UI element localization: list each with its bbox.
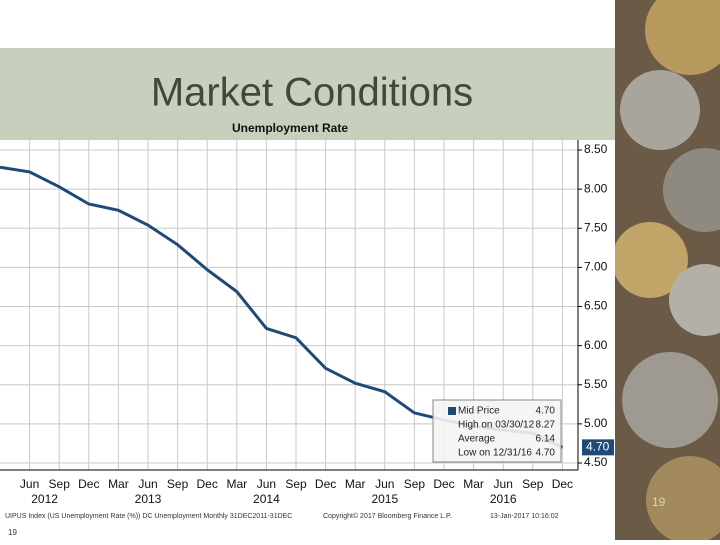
- coins-photo: [612, 0, 720, 544]
- x-year-label: 2015: [371, 492, 398, 506]
- legend-swatch: [448, 407, 456, 415]
- y-tick-label: 6.50: [584, 299, 608, 313]
- slide-title: Market Conditions: [151, 71, 473, 115]
- plot-background: [0, 140, 615, 522]
- legend-label: Average: [458, 434, 496, 445]
- footer-text: UIPUS Index (US Unemployment Rate (%)) D…: [5, 513, 292, 520]
- footer-text: 13-Jan-2017 10:16:02: [490, 513, 559, 520]
- watermark-number: 19: [652, 495, 666, 509]
- last-value-tag: [582, 439, 614, 456]
- x-tick-label: Mar: [463, 477, 484, 491]
- legend-value: 4.70: [536, 448, 556, 459]
- chart: 4.50 5.00 5.50 6.00 6.50 7.00 7.50 8.00 8.50 Jun S…: [0, 140, 614, 520]
- footer-text: Copyright© 2017 Bloomberg Finance L.P.: [323, 512, 452, 520]
- legend-value: 8.27: [536, 420, 556, 431]
- y-tick-label: 8.50: [584, 142, 608, 156]
- x-tick-label: Sep: [522, 477, 544, 491]
- x-tick-label: Jun: [494, 477, 513, 491]
- x-tick-label: Sep: [167, 477, 189, 491]
- chart-title: Unemployment Rate: [232, 121, 348, 135]
- y-tick-label: 4.50: [584, 455, 608, 469]
- x-tick-label: Jun: [20, 477, 39, 491]
- y-tick-label: 7.50: [584, 220, 608, 234]
- slide-number: 19: [8, 528, 17, 537]
- x-tick-label: Sep: [404, 477, 426, 491]
- legend-label: Low on 12/31/16: [458, 448, 532, 459]
- y-tick-label: 6.00: [584, 338, 608, 352]
- x-tick-label: Sep: [49, 477, 71, 491]
- x-tick-label: Mar: [108, 477, 129, 491]
- x-year-label: 2013: [135, 492, 162, 506]
- legend-label: Mid Price: [458, 406, 500, 417]
- x-year-label: 2012: [31, 492, 58, 506]
- x-tick-label: Dec: [315, 477, 336, 491]
- legend-label: High on 03/30/12: [458, 420, 535, 431]
- legend-value: 4.70: [536, 406, 556, 417]
- x-tick-label: Dec: [433, 477, 454, 491]
- x-tick-label: Jun: [138, 477, 157, 491]
- last-value-label: 4.70: [586, 440, 610, 454]
- x-tick-label: Dec: [197, 477, 218, 491]
- x-tick-label: Dec: [552, 477, 573, 491]
- x-tick-label: Jun: [375, 477, 394, 491]
- x-tick-label: Jun: [257, 477, 276, 491]
- y-tick-label: 5.00: [584, 416, 608, 430]
- x-tick-label: Mar: [345, 477, 366, 491]
- y-tick-label: 5.50: [584, 377, 608, 391]
- y-tick-label: 7.00: [584, 260, 608, 274]
- x-tick-label: Dec: [78, 477, 99, 491]
- legend-value: 6.14: [536, 434, 556, 445]
- x-year-label: 2014: [253, 492, 280, 506]
- title-band: [0, 48, 615, 140]
- x-tick-label: Sep: [285, 477, 307, 491]
- x-tick-label: Mar: [226, 477, 247, 491]
- x-year-label: 2016: [490, 492, 517, 506]
- y-tick-label: 8.00: [584, 181, 608, 195]
